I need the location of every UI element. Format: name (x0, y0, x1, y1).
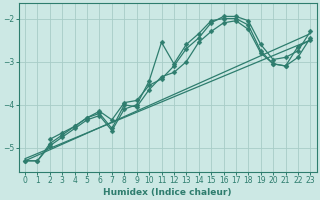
X-axis label: Humidex (Indice chaleur): Humidex (Indice chaleur) (103, 188, 232, 197)
